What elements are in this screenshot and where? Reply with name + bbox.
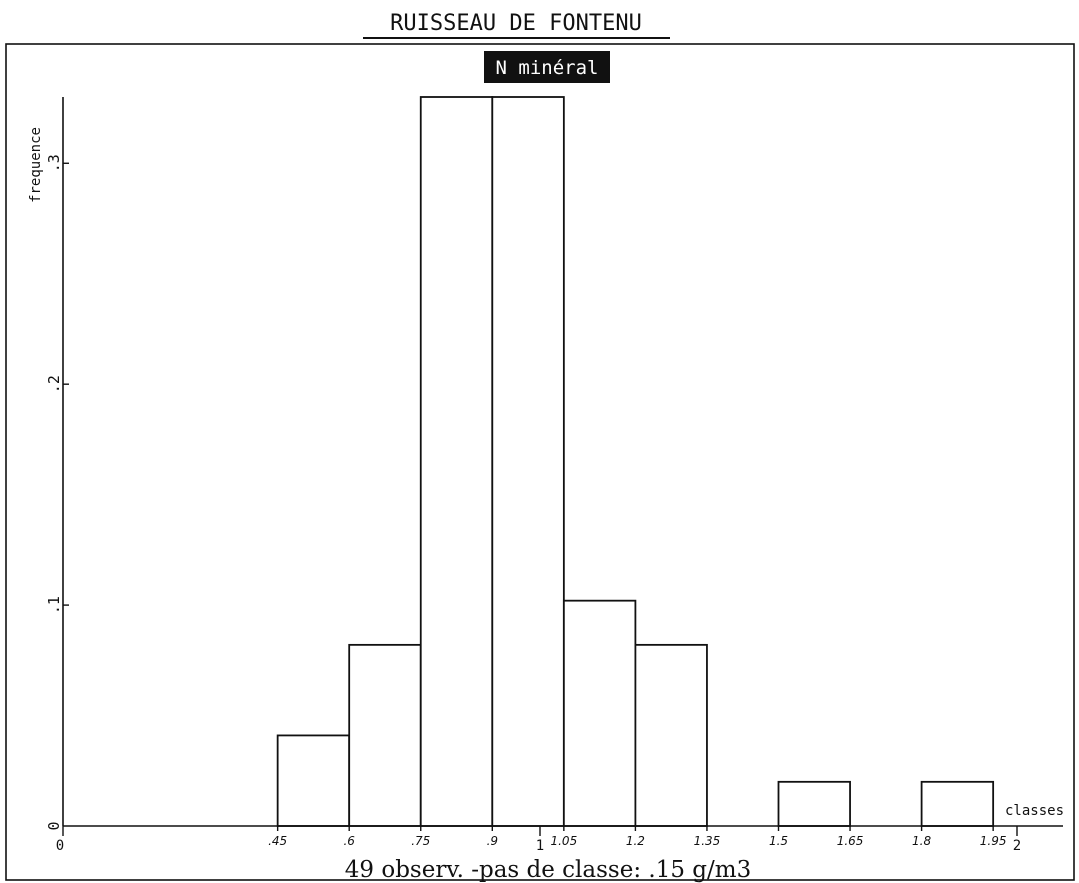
y-tick-label-2: .1 xyxy=(45,596,63,614)
x-tick-label-4: .9 xyxy=(487,834,498,848)
subtitle-background xyxy=(484,51,610,83)
histogram-bar-7 xyxy=(777,780,851,827)
bars-layer xyxy=(276,96,995,827)
x-major-label-3: 2 xyxy=(1013,838,1021,854)
x-tick-label-8: 1.5 xyxy=(769,834,788,848)
x-major-label-2: 1 xyxy=(536,838,544,854)
histogram-bar-8 xyxy=(920,780,995,827)
x-tick-label-11: 1.95 xyxy=(980,834,1007,848)
histogram-bar-3 xyxy=(419,96,494,827)
tick-labels-layer: .45 .6 .75 .9 1.05 1.2 1.35 1.5 1.65 1.8 1.95 0 1 2 0.… xyxy=(45,154,1021,854)
axes-layer xyxy=(62,97,1063,836)
y-tick-label-3: .2 xyxy=(45,375,63,393)
chart-subtitle: N minéral xyxy=(496,57,599,79)
x-tick-label-2: .6 xyxy=(343,834,355,848)
x-tick-label-9: 1.65 xyxy=(837,834,864,848)
x-tick-label-1: .45 xyxy=(268,834,287,848)
x-tick-label-10: 1.8 xyxy=(912,834,931,848)
x-tick-label-7: 1.35 xyxy=(694,834,721,848)
histogram-bar-6 xyxy=(634,643,708,827)
histogram-bar-1 xyxy=(276,734,351,827)
y-axis-label: frequence xyxy=(28,127,44,203)
x-axis-label: classes xyxy=(1005,803,1064,819)
x-tick-label-3: .75 xyxy=(411,834,430,848)
plot-frame xyxy=(5,43,1075,881)
histogram-bar-2 xyxy=(348,643,422,827)
chart-footer: 49 observ. -pas de classe: .15 g/m3 xyxy=(345,857,751,883)
histogram-bar-5 xyxy=(562,599,637,827)
x-tick-label-6: 1.2 xyxy=(626,834,645,848)
x-major-label-1: 0 xyxy=(56,838,64,854)
histogram-bar-4 xyxy=(491,96,565,827)
x-tick-label-5: 1.05 xyxy=(550,834,577,848)
chart-title: RUISSEAU DE FONTENU xyxy=(390,11,642,36)
y-tick-label-1: 0 xyxy=(45,821,63,830)
y-tick-label-4: .3 xyxy=(45,154,63,172)
